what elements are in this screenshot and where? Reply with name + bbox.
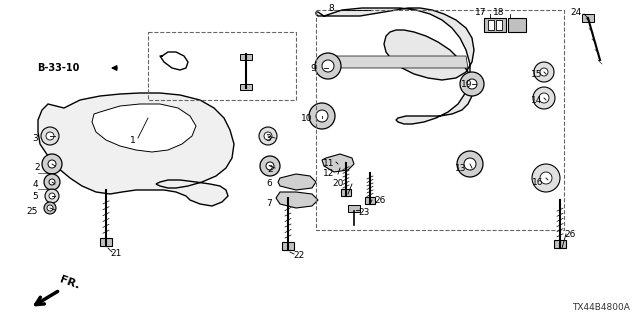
Circle shape [48, 160, 56, 168]
Bar [240, 84, 252, 90]
Circle shape [259, 127, 277, 145]
Circle shape [47, 205, 53, 211]
Text: B-33-10: B-33-10 [38, 63, 80, 73]
Circle shape [540, 172, 552, 184]
Bar [100, 238, 112, 246]
Text: 3: 3 [265, 133, 271, 142]
Bar [341, 189, 351, 196]
Bar [148, 32, 296, 100]
Text: 20: 20 [333, 179, 344, 188]
Bar [316, 10, 564, 230]
Circle shape [460, 72, 484, 96]
Circle shape [42, 154, 62, 174]
Polygon shape [278, 174, 316, 190]
Text: 7: 7 [266, 198, 272, 207]
Polygon shape [322, 154, 354, 172]
Circle shape [41, 127, 59, 145]
Circle shape [264, 132, 272, 140]
Polygon shape [276, 192, 318, 208]
Text: TX44B4800A: TX44B4800A [572, 303, 630, 312]
Circle shape [309, 103, 335, 129]
Text: 3: 3 [32, 133, 38, 142]
Text: 25: 25 [27, 206, 38, 215]
Text: FR.: FR. [58, 275, 81, 291]
Text: 15: 15 [531, 69, 542, 78]
Bar [365, 197, 375, 204]
Text: 9: 9 [310, 63, 316, 73]
Circle shape [534, 62, 554, 82]
Circle shape [46, 132, 54, 140]
Text: 26: 26 [564, 229, 575, 238]
Bar [508, 18, 526, 32]
Bar [282, 242, 294, 250]
Bar [582, 14, 594, 22]
Circle shape [266, 162, 274, 170]
Circle shape [467, 79, 477, 89]
Text: 10: 10 [301, 114, 312, 123]
Circle shape [260, 156, 280, 176]
Text: 21: 21 [110, 250, 122, 259]
Bar [496, 20, 502, 30]
Bar [488, 20, 494, 30]
Circle shape [44, 174, 60, 190]
Text: 5: 5 [32, 191, 38, 201]
Text: 12: 12 [323, 169, 334, 178]
Text: 2: 2 [35, 163, 40, 172]
Circle shape [532, 164, 560, 192]
Circle shape [316, 110, 328, 122]
Text: 26: 26 [374, 196, 385, 204]
Bar [240, 54, 252, 60]
Text: 16: 16 [531, 178, 543, 187]
Circle shape [45, 189, 59, 203]
Text: 6: 6 [266, 179, 272, 188]
Circle shape [322, 60, 334, 72]
Bar [348, 205, 360, 212]
Text: 23: 23 [358, 207, 369, 217]
Circle shape [44, 202, 56, 214]
Text: 1: 1 [131, 135, 136, 145]
Circle shape [315, 53, 341, 79]
Text: 22: 22 [293, 252, 304, 260]
Circle shape [49, 193, 55, 199]
Text: 14: 14 [531, 95, 542, 105]
Text: 18: 18 [493, 7, 504, 17]
Circle shape [49, 179, 55, 185]
Text: 19: 19 [461, 79, 472, 89]
Text: 2: 2 [268, 164, 273, 173]
Polygon shape [92, 104, 196, 152]
Circle shape [533, 87, 555, 109]
Text: 17: 17 [474, 7, 486, 17]
Bar [484, 18, 506, 32]
Circle shape [539, 93, 549, 103]
Text: 24: 24 [571, 7, 582, 17]
Bar [554, 240, 566, 248]
Text: 8: 8 [328, 4, 334, 12]
Polygon shape [330, 56, 468, 68]
Polygon shape [316, 8, 474, 124]
Circle shape [464, 158, 476, 170]
Circle shape [540, 68, 548, 76]
Polygon shape [38, 93, 234, 206]
Text: 4: 4 [33, 180, 38, 188]
Text: 13: 13 [454, 164, 466, 172]
Circle shape [457, 151, 483, 177]
Text: 11: 11 [323, 158, 334, 167]
